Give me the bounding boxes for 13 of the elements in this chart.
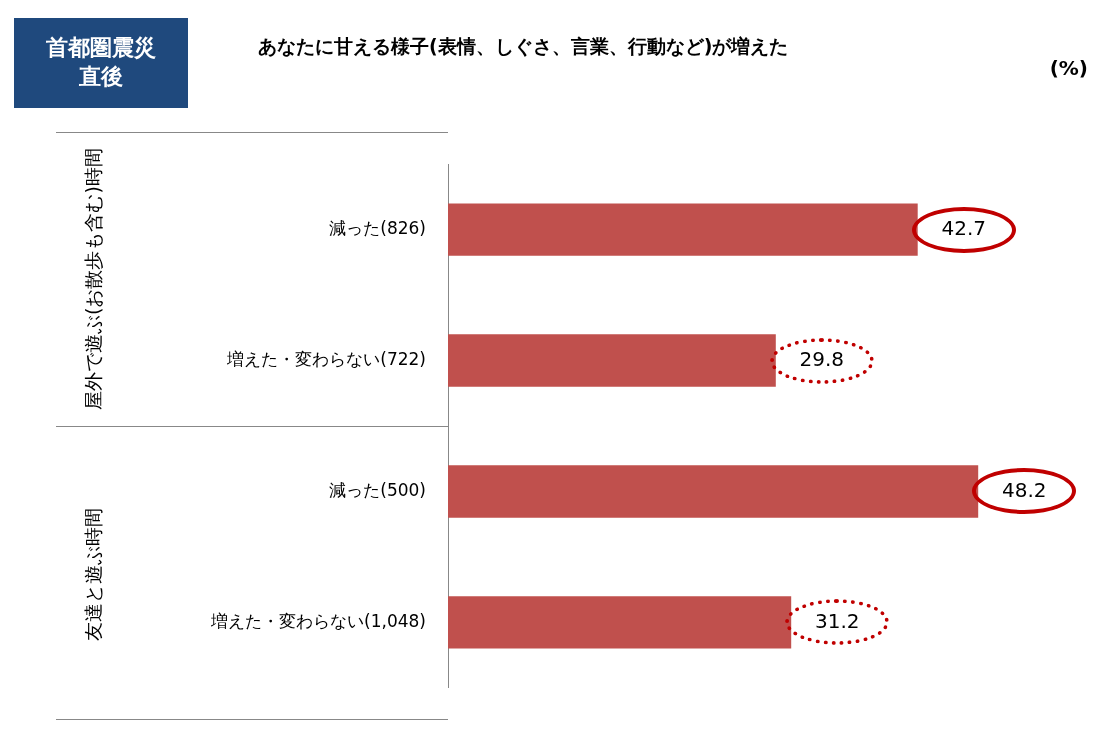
chart-title: あなたに甘える様子(表情、しぐさ、言業、行動など)が増えた [258,34,789,59]
y-tick-label: 増えた・変わらない(722) [226,348,426,369]
text: 首都圏震災直後 [14,18,188,108]
data-label: 42.7 [941,215,986,240]
text: (%) [1049,56,1088,80]
data-label: 48.2 [1001,477,1047,502]
y-tick-label: 増えた・変わらない(1,048) [210,610,426,631]
y-tick-label: 減った(826) [329,218,426,239]
text: 屋外で遊ぶ(お散歩も含む)時間 [82,147,105,412]
text: 友達と遊ぶ時間 [82,506,105,643]
data-label: 31.2 [814,608,860,633]
data-label: 29.8 [799,346,845,371]
y-tick-label: 減った(500) [329,479,426,500]
